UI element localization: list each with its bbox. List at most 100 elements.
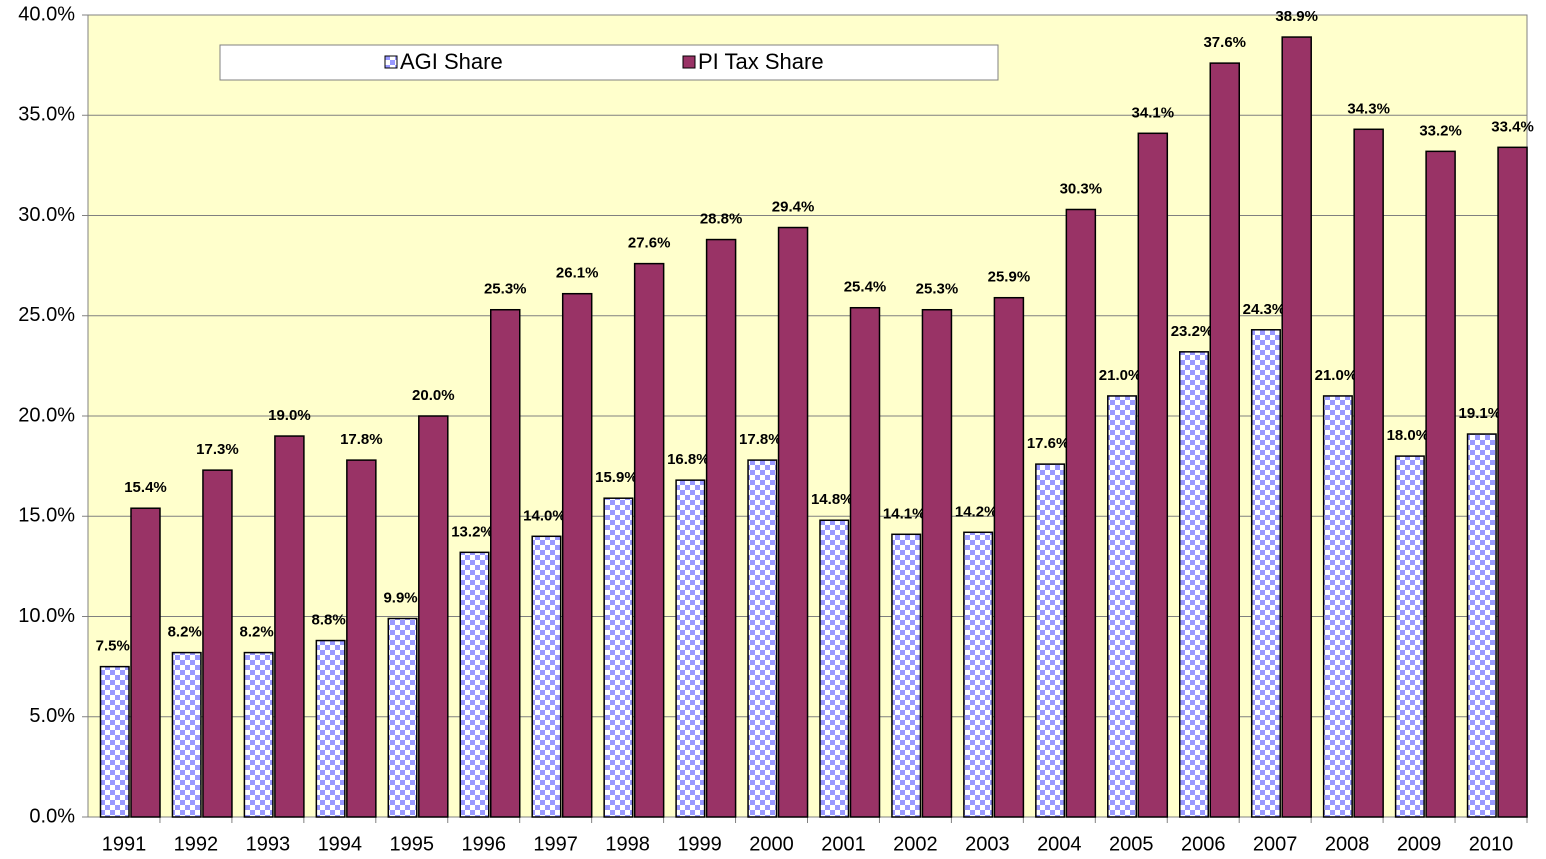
data-label: 8.2% — [240, 624, 274, 641]
data-label: 30.3% — [1060, 180, 1103, 197]
bar — [1137, 132, 1169, 818]
x-tick-label: 1999 — [677, 833, 722, 855]
data-label: 27.6% — [628, 235, 671, 252]
bar — [202, 469, 233, 818]
data-label: 20.0% — [412, 387, 455, 404]
bar — [1107, 395, 1138, 818]
x-tick-label: 2004 — [1037, 833, 1082, 855]
data-label: 21.0% — [1315, 367, 1358, 384]
bar — [274, 435, 305, 818]
legend-box — [219, 44, 999, 81]
bar — [243, 651, 274, 818]
data-label: 34.3% — [1347, 100, 1390, 117]
bar — [921, 308, 953, 818]
data-label: 16.8% — [667, 451, 710, 468]
legend-swatch — [384, 55, 398, 69]
bar — [490, 308, 521, 818]
data-label: 34.1% — [1132, 104, 1175, 121]
data-label: 19.1% — [1459, 405, 1502, 422]
y-tick-label: 0.0% — [29, 805, 75, 827]
data-label: 15.4% — [124, 479, 167, 496]
data-label: 33.4% — [1491, 118, 1534, 135]
legend-swatch — [682, 55, 696, 69]
y-tick-label: 35.0% — [18, 104, 75, 126]
bar — [459, 551, 490, 818]
x-tick-label: 2010 — [1469, 833, 1514, 855]
y-tick-label: 5.0% — [29, 705, 75, 727]
bar — [315, 639, 346, 818]
x-tick-label: 1993 — [246, 833, 291, 855]
bar — [1425, 150, 1456, 818]
data-label: 19.0% — [268, 407, 311, 424]
y-tick-label: 10.0% — [18, 605, 75, 627]
data-label: 28.8% — [700, 211, 743, 228]
bar — [1281, 36, 1312, 818]
x-tick-label: 1996 — [461, 833, 506, 855]
bar — [531, 535, 562, 818]
x-tick-label: 1991 — [102, 833, 147, 855]
x-tick-label: 1994 — [318, 833, 363, 855]
data-label: 25.9% — [988, 269, 1031, 286]
bar — [603, 497, 634, 818]
bar — [705, 238, 737, 818]
x-tick-label: 1997 — [533, 833, 578, 855]
bar — [99, 665, 130, 818]
data-label: 14.8% — [811, 491, 854, 508]
bar — [1209, 62, 1240, 818]
x-tick-label: 2002 — [893, 833, 938, 855]
x-tick-label: 2001 — [821, 833, 866, 855]
data-label: 8.8% — [311, 612, 345, 629]
x-tick-label: 2005 — [1109, 833, 1154, 855]
bar — [561, 292, 593, 818]
bar — [819, 519, 850, 818]
data-label: 33.2% — [1419, 122, 1462, 139]
bar — [1466, 433, 1497, 818]
bar — [1394, 455, 1425, 818]
y-tick-label: 20.0% — [18, 404, 75, 426]
data-label: 25.3% — [484, 281, 527, 298]
bar — [777, 226, 809, 818]
data-label: 23.2% — [1171, 323, 1214, 340]
bar — [993, 296, 1025, 818]
x-tick-label: 2003 — [965, 833, 1010, 855]
y-tick-label: 40.0% — [18, 3, 75, 25]
data-label: 38.9% — [1275, 8, 1318, 25]
bar — [891, 533, 922, 818]
bar — [1353, 128, 1384, 818]
data-label: 15.9% — [595, 469, 638, 486]
data-label: 29.4% — [772, 198, 815, 215]
data-label: 25.3% — [916, 281, 959, 298]
data-label: 7.5% — [96, 638, 130, 655]
bar — [346, 459, 377, 818]
x-tick-label: 1992 — [174, 833, 219, 855]
bar — [849, 306, 881, 818]
bar — [1179, 351, 1209, 818]
bar — [1250, 329, 1281, 818]
data-label: 25.4% — [844, 279, 887, 296]
bar — [675, 479, 706, 818]
x-tick-label: 1995 — [390, 833, 435, 855]
x-tick-label: 2000 — [749, 833, 794, 855]
y-tick-label: 15.0% — [18, 505, 75, 527]
data-label: 8.2% — [168, 624, 202, 641]
y-tick-label: 25.0% — [18, 304, 75, 326]
data-label: 17.3% — [196, 441, 239, 458]
x-tick-label: 2006 — [1181, 833, 1226, 855]
x-tick-label: 2007 — [1253, 833, 1298, 855]
data-label: 14.1% — [883, 505, 926, 522]
data-label: 17.8% — [739, 431, 782, 448]
bar — [1035, 463, 1066, 818]
bar — [387, 617, 418, 818]
x-tick-label: 2009 — [1397, 833, 1442, 855]
data-label: 13.2% — [451, 523, 494, 540]
data-label: 17.8% — [340, 431, 383, 448]
bar — [747, 459, 778, 818]
legend-label: PI Tax Share — [698, 49, 824, 74]
legend-label: AGI Share — [400, 49, 503, 74]
bar — [633, 262, 665, 818]
bar — [418, 415, 449, 818]
data-label: 14.0% — [523, 507, 566, 524]
x-tick-label: 1998 — [605, 833, 650, 855]
